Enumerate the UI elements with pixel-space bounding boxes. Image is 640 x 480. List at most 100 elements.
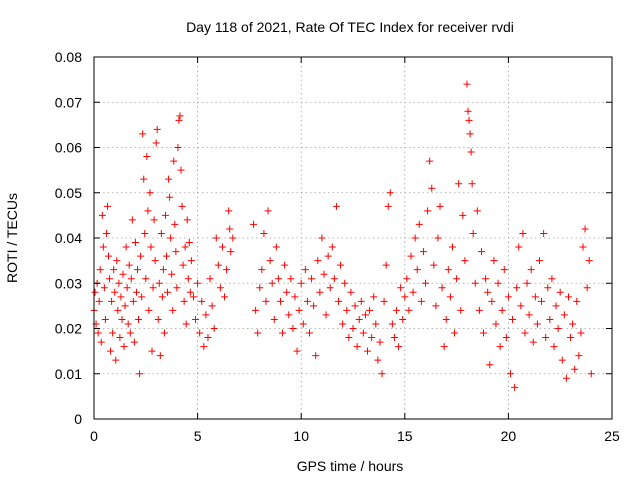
data-point (270, 315, 278, 323)
data-point (324, 252, 332, 260)
data-point (279, 329, 287, 337)
data-point (560, 311, 568, 319)
data-point (117, 293, 125, 301)
data-point (399, 315, 407, 323)
data-point (153, 125, 161, 133)
data-point (149, 284, 157, 292)
data-point (308, 275, 316, 283)
x-axis-title: GPS time / hours (297, 458, 404, 474)
data-point (303, 297, 311, 305)
data-point (372, 320, 380, 328)
data-point (368, 334, 376, 342)
axis-ticks (93, 56, 613, 420)
data-point (169, 306, 177, 314)
data-point (316, 288, 324, 296)
data-point (143, 153, 151, 161)
data-point (305, 329, 313, 337)
data-point (587, 370, 595, 378)
data-point (144, 207, 152, 215)
data-point (174, 144, 182, 151)
data-point (473, 207, 481, 215)
data-point (496, 343, 504, 351)
data-point (260, 229, 268, 237)
data-point (388, 320, 396, 328)
data-point (137, 252, 145, 260)
data-point (464, 107, 472, 115)
data-point (448, 243, 456, 251)
data-point (103, 202, 111, 210)
data-point (341, 279, 349, 287)
data-point (140, 175, 148, 183)
data-point (136, 370, 144, 378)
data-point (183, 216, 191, 224)
data-point (110, 266, 118, 274)
data-point (173, 284, 181, 292)
data-point (165, 175, 173, 183)
data-point (384, 202, 392, 210)
data-point (122, 243, 130, 251)
data-point (426, 157, 434, 165)
data-point (407, 252, 415, 260)
x-tick-labels: 0 5 10 15 20 25 (90, 428, 620, 444)
data-point (172, 248, 180, 256)
data-point (181, 243, 189, 251)
data-point (189, 293, 197, 301)
data-point (157, 229, 165, 237)
data-point (390, 334, 398, 342)
data-point (285, 311, 293, 319)
data-point (226, 225, 234, 233)
data-point (440, 343, 448, 351)
y-tick-label: 0.04 (55, 230, 82, 246)
data-point (200, 343, 208, 351)
data-point (411, 234, 419, 242)
data-point (432, 302, 440, 310)
data-point (168, 270, 176, 278)
data-point (291, 293, 299, 301)
data-point (179, 261, 187, 269)
data-point (274, 275, 282, 283)
data-point (318, 234, 326, 242)
data-point (339, 320, 347, 328)
data-point (126, 329, 134, 337)
data-point (515, 243, 523, 251)
data-point (281, 261, 289, 269)
data-point (364, 347, 372, 355)
y-axis-title: ROTI / TECUs (4, 193, 20, 283)
data-point (550, 343, 558, 351)
y-tick-label: 0.02 (55, 321, 82, 337)
data-point (393, 306, 401, 314)
data-point (523, 279, 531, 287)
data-point (413, 266, 421, 274)
data-point (175, 116, 183, 124)
data-point (457, 306, 465, 314)
y-tick-label: 0.08 (55, 49, 82, 65)
y-tick-label: 0.06 (55, 140, 82, 156)
data-point (105, 252, 113, 260)
y-tick-label: 0.01 (55, 366, 82, 382)
data-point (121, 302, 129, 310)
data-point (272, 243, 280, 251)
data-point (114, 306, 122, 314)
data-point (158, 293, 166, 301)
data-point (184, 275, 192, 283)
data-point (301, 266, 309, 274)
data-point (150, 216, 158, 224)
data-point (330, 275, 338, 283)
y-tick-labels: 0 0.01 0.02 0.03 0.04 0.05 0.06 0.07 0.08 (55, 49, 82, 427)
data-point (343, 306, 351, 314)
data-point (145, 306, 153, 314)
data-point (466, 130, 474, 138)
data-point (502, 334, 510, 342)
data-point (347, 288, 355, 296)
y-tick-label: 0.05 (55, 185, 82, 201)
data-point (148, 347, 156, 355)
data-point (119, 270, 127, 278)
data-point (160, 329, 168, 337)
data-point (94, 329, 102, 337)
data-point (357, 297, 365, 305)
data-point (374, 356, 382, 364)
x-tick-label: 5 (194, 428, 202, 444)
chart-title: Day 118 of 2021, Rate Of TEC Index for r… (186, 19, 514, 35)
data-point (250, 220, 258, 228)
